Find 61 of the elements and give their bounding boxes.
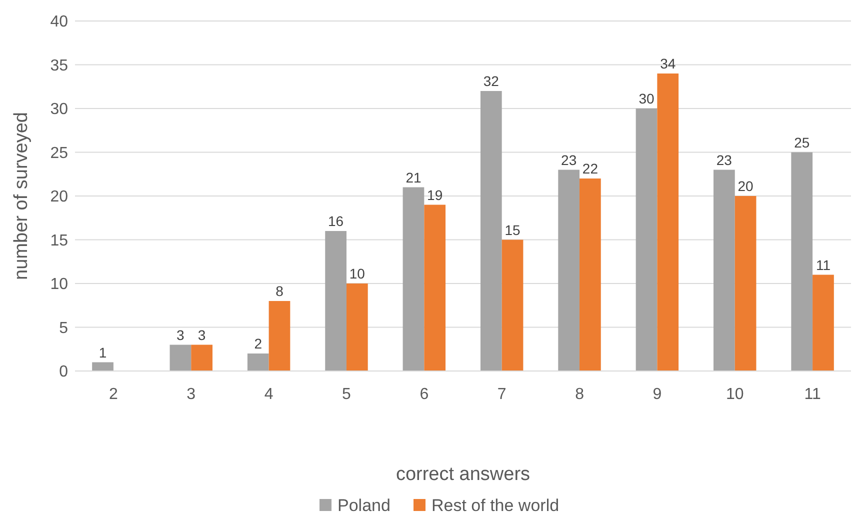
legend-label: Rest of the world (432, 496, 560, 515)
data-label: 3 (176, 326, 185, 343)
y-axis-title: number of surveyed (11, 112, 32, 280)
bar (170, 344, 192, 371)
x-axis-title: correct answers (396, 464, 530, 485)
bar (402, 187, 424, 371)
bar (734, 196, 756, 371)
data-label: 25 (794, 134, 810, 150)
data-label: 30 (638, 90, 655, 106)
y-tick-label: 40 (50, 14, 68, 31)
bar (346, 284, 368, 371)
y-tick-label: 20 (50, 188, 68, 206)
legend-label: Poland (338, 496, 390, 515)
data-label: 15 (504, 222, 521, 238)
x-tick-label: 7 (497, 386, 506, 403)
data-label: 8 (276, 283, 284, 299)
bar (424, 204, 446, 371)
bar (268, 301, 290, 371)
data-label: 3 (198, 326, 206, 343)
bar (480, 91, 502, 371)
y-tick-label: 0 (59, 364, 68, 381)
bar (714, 170, 735, 371)
data-label: 11 (816, 256, 831, 273)
data-label: 10 (349, 266, 366, 282)
x-tick-label: 9 (652, 386, 662, 403)
data-label: 19 (427, 186, 443, 203)
x-tick-label: 3 (186, 386, 196, 403)
data-label: 32 (483, 73, 500, 89)
bar (558, 170, 580, 371)
bar (657, 74, 679, 371)
bar (191, 344, 212, 371)
bar (812, 274, 834, 371)
bar (636, 108, 658, 371)
data-label: 34 (660, 56, 676, 72)
data-label: 21 (406, 169, 422, 186)
y-tick-label: 30 (50, 101, 68, 118)
bar (92, 362, 114, 371)
x-tick-label: 4 (264, 386, 274, 403)
x-tick-label: 8 (575, 386, 584, 403)
y-tick-label: 35 (50, 57, 68, 74)
data-label: 1 (98, 344, 107, 360)
data-label: 16 (328, 213, 344, 229)
x-tick-label: 6 (420, 386, 429, 403)
x-tick-label: 10 (726, 386, 744, 403)
y-tick-label: 5 (59, 320, 68, 337)
bar (325, 231, 346, 371)
y-tick-label: 25 (50, 144, 68, 162)
y-tick-label: 10 (50, 276, 68, 294)
data-label: 2 (254, 336, 262, 352)
bar (791, 152, 813, 371)
bar (247, 354, 269, 371)
data-label: 22 (582, 160, 598, 176)
bar (580, 178, 601, 371)
x-tick-label: 5 (342, 386, 352, 403)
x-tick-label: 2 (108, 386, 118, 403)
data-label: 23 (716, 152, 732, 168)
data-label: 23 (561, 152, 577, 168)
y-tick-label: 15 (50, 232, 68, 250)
bar (502, 240, 524, 371)
data-label: 20 (738, 178, 754, 194)
x-tick-label: 11 (804, 386, 821, 403)
